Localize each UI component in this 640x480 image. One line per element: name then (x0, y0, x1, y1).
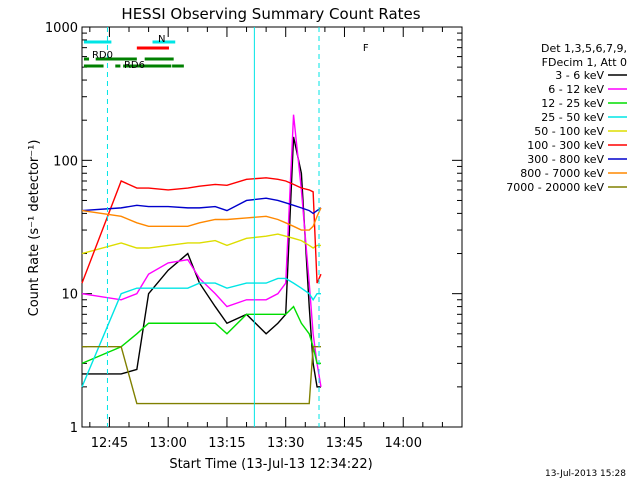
legend-header-line-1: Det 1,3,5,6,7,9, (541, 42, 627, 55)
series-line (82, 136, 321, 388)
legend-entry-label: 12 - 25 keV (541, 97, 604, 110)
series-line (81, 207, 322, 231)
mode-label: RD6 (124, 60, 145, 71)
series-line (82, 346, 321, 405)
legend-entry-label: 25 - 50 keV (541, 111, 604, 124)
y-tick-label: 1000 (45, 21, 78, 36)
footer-date: 13-Jul-2013 15:28 (545, 469, 626, 479)
chart-title: HESSI Observing Summary Count Rates (121, 5, 420, 23)
x-tick-label: 13:00 (149, 436, 186, 451)
x-tick-label: 13:15 (208, 436, 245, 451)
legend-entry-label: 300 - 800 keV (527, 153, 604, 166)
legend-entry-label: 7000 - 20000 keV (506, 181, 604, 194)
series-line (81, 177, 322, 284)
legend-header-line-2: FDecim 1, Att 0 (542, 56, 627, 69)
mode-annotations: N F RD0 RD6 (83, 27, 369, 427)
series-line (81, 114, 322, 387)
x-tick-label: 14:00 (385, 436, 422, 451)
y-tick-label: 1 (70, 421, 78, 436)
mode-label: N (158, 34, 165, 45)
legend-entry-label: 100 - 300 keV (527, 139, 604, 152)
legend-entry-label: 3 - 6 keV (555, 69, 604, 82)
legend: Det 1,3,5,6,7,9, FDecim 1, Att 0 3 - 6 k… (506, 42, 627, 194)
series-line (81, 305, 321, 365)
y-tick-label: 100 (53, 154, 78, 169)
series-line (81, 233, 321, 255)
mode-label: F (363, 43, 369, 54)
y-tick-label: 10 (61, 288, 78, 303)
series-layer (81, 114, 322, 405)
mode-label: RD0 (92, 50, 113, 61)
plot-area (81, 26, 463, 428)
legend-entry-label: 800 - 7000 keV (520, 167, 604, 180)
plot-frame (81, 26, 463, 428)
x-tick-label: 13:45 (326, 436, 363, 451)
axis-ticks: 1 10 100 1000 12:45 13:00 13:15 13:30 13:45 14:00 (45, 21, 462, 451)
legend-entry-label: 6 - 12 keV (548, 83, 604, 96)
x-tick-label: 12:45 (91, 436, 128, 451)
series-line (81, 277, 321, 388)
y-axis-label: Count Rate (s⁻¹ detector⁻¹) (27, 140, 42, 317)
series-line (81, 197, 322, 215)
x-axis-label: Start Time (13-Jul-13 12:34:22) (169, 457, 372, 472)
legend-entry-label: 50 - 100 keV (534, 125, 604, 138)
x-tick-label: 13:30 (267, 436, 304, 451)
